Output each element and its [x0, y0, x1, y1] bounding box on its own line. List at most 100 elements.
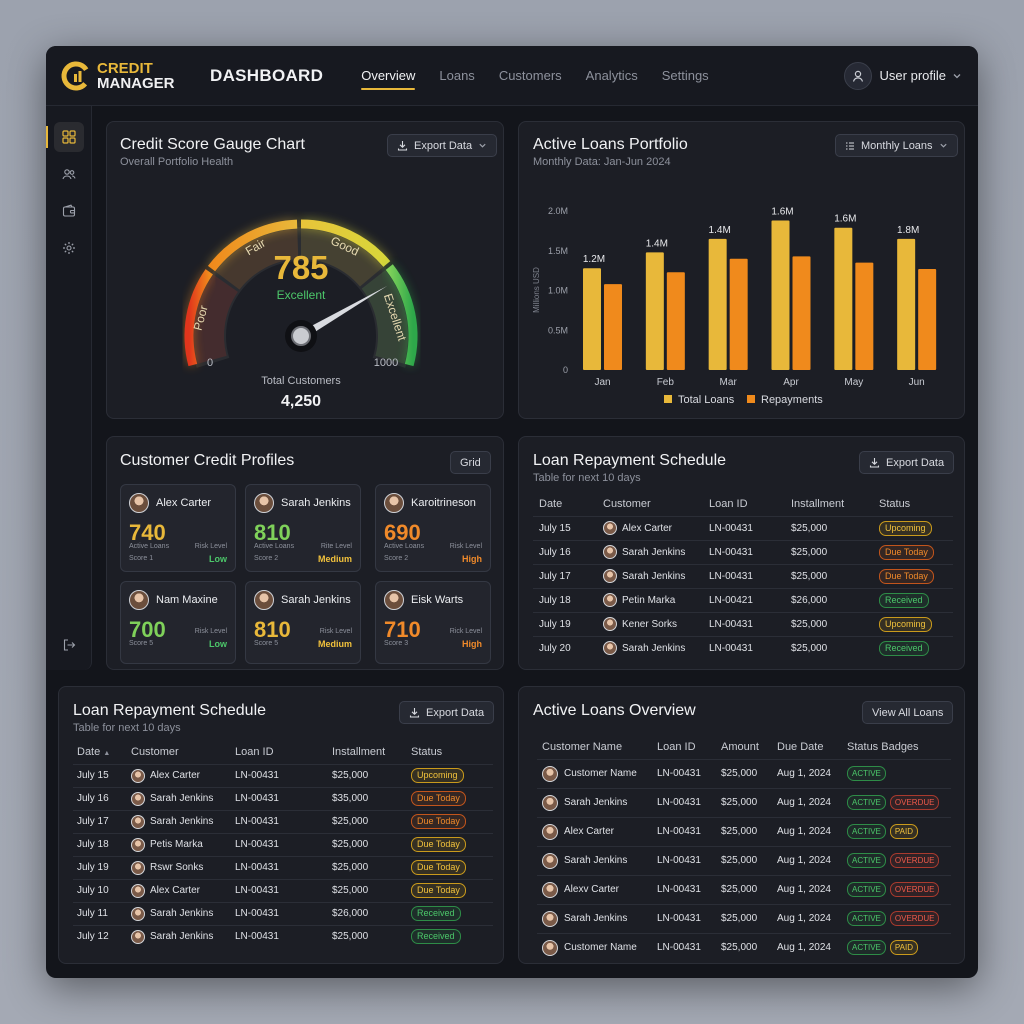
cell-status: Received	[411, 924, 493, 948]
profile-card[interactable]: Eisk Warts 710 Score 3 Rick Level High	[375, 581, 491, 664]
col-customer-name[interactable]: Customer Name	[542, 740, 623, 753]
gauge-subtitle: Overall Portfolio Health	[120, 156, 234, 168]
col-installment[interactable]: Installment	[332, 745, 386, 758]
table-row[interactable]: July 17 Sarah Jenkins LN-00431 $25,000 Due T…	[73, 809, 493, 833]
col-amount[interactable]: Amount	[721, 740, 759, 753]
monthly-loans-dropdown[interactable]: Monthly Loans	[835, 134, 958, 157]
bar-total-loans[interactable]	[834, 227, 853, 370]
col-status-badges[interactable]: Status Badges	[847, 740, 919, 753]
chevron-down-icon	[479, 143, 486, 148]
legend-repayments: Repayments	[761, 394, 823, 406]
col-customer[interactable]: Customer	[603, 497, 651, 510]
table-row[interactable]: July 10 Alex Carter LN-00431 $25,000 Due Tod…	[73, 878, 493, 902]
table-row[interactable]: July 15 Alex Carter LN-00431 $25,000 Upcomin…	[73, 763, 493, 787]
col-date[interactable]: Date	[539, 497, 563, 510]
profile-card[interactable]: Nam Maxine 700 Score 5 Risk Level Low	[120, 581, 236, 664]
nav-loans[interactable]: Loans	[439, 68, 475, 83]
nav-analytics[interactable]: Analytics	[585, 68, 638, 83]
schedule-bottom-export-button[interactable]: Export Data	[399, 701, 495, 724]
profile-card[interactable]: Sarah Jenkins 810 Score 5 Risk Level Medium	[245, 581, 361, 664]
gauge-export-button[interactable]: Export Data	[387, 134, 498, 157]
table-row[interactable]: July 18 Petis Marka LN-00431 $25,000 Due Tod…	[73, 832, 493, 856]
avatar	[542, 881, 558, 898]
bar-total-loans[interactable]	[583, 268, 601, 370]
bar-total-loans[interactable]	[645, 252, 664, 370]
table-row[interactable]: July 19 Kener Sorks LN-00431 $25,000 Upcomin…	[533, 611, 953, 636]
overview-table: Customer Name Loan ID Amount Due Date St…	[537, 735, 951, 962]
table-row[interactable]: July 11 Sarah Jenkins LN-00431 $26,000 Recei…	[73, 901, 493, 925]
cell-loan-id: LN-00431	[235, 763, 332, 787]
col-due-date[interactable]: Due Date	[777, 740, 824, 753]
sidebar-item-logout[interactable]	[54, 630, 84, 660]
table-row[interactable]: July 16 Sarah Jenkins LN-00431 $25,000 Due T…	[533, 539, 953, 564]
cell-due-date: Aug 1, 2024	[777, 874, 847, 904]
bar-data-label: 1.2M	[583, 254, 605, 265]
sidebar-item-dashboard[interactable]	[46, 122, 84, 152]
col-loan-id[interactable]: Loan ID	[657, 740, 696, 753]
cell-date: July 15	[533, 515, 603, 540]
cell-date: July 17	[73, 809, 131, 833]
table-row[interactable]: July 20 Sarah Jenkins LN-00431 $25,000 Recei…	[533, 635, 953, 660]
user-profile-menu[interactable]: User profile	[843, 61, 962, 90]
credit-manager-logo-icon	[61, 61, 91, 90]
bar-total-loans[interactable]	[708, 238, 727, 370]
status-badge: Received	[879, 640, 929, 656]
col-customer[interactable]: Customer	[131, 745, 179, 758]
avatar	[131, 860, 145, 875]
sidebar-item-loans[interactable]	[54, 196, 84, 226]
col-date-sortable[interactable]: Date ▲	[73, 740, 131, 764]
table-row[interactable]: Sarah Jenkins LN-00431 $25,000 Aug 1, 2024 A…	[537, 845, 951, 875]
table-row[interactable]: July 16 Sarah Jenkins LN-00431 $35,000 Due T…	[73, 786, 493, 810]
col-loan-id[interactable]: Loan ID	[709, 497, 748, 510]
view-all-loans-button[interactable]: View All Loans	[862, 701, 954, 724]
table-row[interactable]: July 18 Petin Marka LN-00421 $26,000 Receive…	[533, 587, 953, 612]
profile-card[interactable]: Karoitrineson 690 Active Loans Score 2 Risk …	[375, 484, 491, 572]
brand-logo[interactable]: CREDIT MANAGER	[60, 60, 190, 92]
table-row[interactable]: Sarah Jenkins LN-00431 $25,000 Aug 1, 2024 A…	[537, 787, 951, 817]
avatar	[131, 837, 145, 852]
table-row[interactable]: Alex Carter LN-00431 $25,000 Aug 1, 2024 ACT…	[537, 816, 951, 846]
user-icon	[852, 70, 863, 82]
profile-card[interactable]: Alex Carter 740 Active Loans Score 1 Risk Le…	[120, 484, 236, 572]
gauge-max-label: 1000	[374, 357, 398, 369]
sidebar-item-settings[interactable]	[54, 233, 84, 263]
nav-customers[interactable]: Customers	[498, 68, 562, 83]
grid-view-button[interactable]: Grid	[450, 451, 491, 474]
col-status[interactable]: Status	[411, 745, 443, 758]
profile-card[interactable]: Sarah Jenkins 810 Active Loans Score 2 Rite …	[245, 484, 361, 572]
bar-repayments[interactable]	[666, 272, 685, 370]
bar-repayments[interactable]	[604, 284, 622, 370]
table-row[interactable]: July 15 Alex Carter LN-00431 $25,000 Upcomin…	[533, 515, 953, 540]
nav-settings[interactable]: Settings	[661, 68, 709, 83]
y-tick-label: 2.0M	[548, 206, 568, 216]
col-loan-id[interactable]: Loan ID	[235, 745, 274, 758]
col-installment[interactable]: Installment	[791, 497, 845, 510]
profile-score: 700	[129, 617, 166, 642]
nav-overview[interactable]: Overview	[349, 46, 427, 106]
table-row[interactable]: July 19 Rswr Sonks LN-00431 $25,000 Due Toda…	[73, 855, 493, 879]
cell-status: Due Today	[411, 878, 493, 902]
bar-repayments[interactable]	[918, 269, 937, 370]
x-tick-label: May	[844, 377, 863, 388]
bar-repayments[interactable]	[792, 256, 811, 370]
table-row[interactable]: July 17 Sarah Jenkins LN-00431 $25,000 Due T…	[533, 563, 953, 588]
bar-repayments[interactable]	[855, 262, 874, 370]
bar-total-loans[interactable]	[897, 238, 916, 370]
bar-total-loans[interactable]	[771, 220, 790, 370]
table-row[interactable]: Sarah Jenkins LN-00431 $25,000 Aug 1, 2024 A…	[537, 903, 951, 933]
cell-status-badges: ACTIVE OVERDUE	[847, 874, 951, 904]
col-status[interactable]: Status	[879, 497, 911, 510]
table-row[interactable]: Customer Name LN-00431 $25,000 Aug 1, 2024 A…	[537, 758, 951, 788]
table-row[interactable]: Alexv Carter LN-00431 $25,000 Aug 1, 2024 AC…	[537, 874, 951, 904]
cell-loan-id: LN-00431	[657, 845, 721, 875]
customer-name: Petis Marka	[150, 839, 203, 850]
cell-loan-id: LN-00431	[657, 903, 721, 933]
profile-risk-level: Medium	[317, 554, 352, 564]
customer-name: Sarah Jenkins	[150, 908, 214, 919]
table-row[interactable]: July 12 Sarah Jenkins LN-00431 $25,000 Recei…	[73, 924, 493, 948]
schedule-top-export-button[interactable]: Export Data	[859, 451, 955, 474]
table-row[interactable]: Customer Name LN-00431 $25,000 Aug 1, 2024 A…	[537, 932, 951, 962]
bar-repayments[interactable]	[729, 258, 748, 370]
sidebar-item-customers[interactable]	[54, 159, 84, 189]
avatar	[131, 906, 145, 921]
